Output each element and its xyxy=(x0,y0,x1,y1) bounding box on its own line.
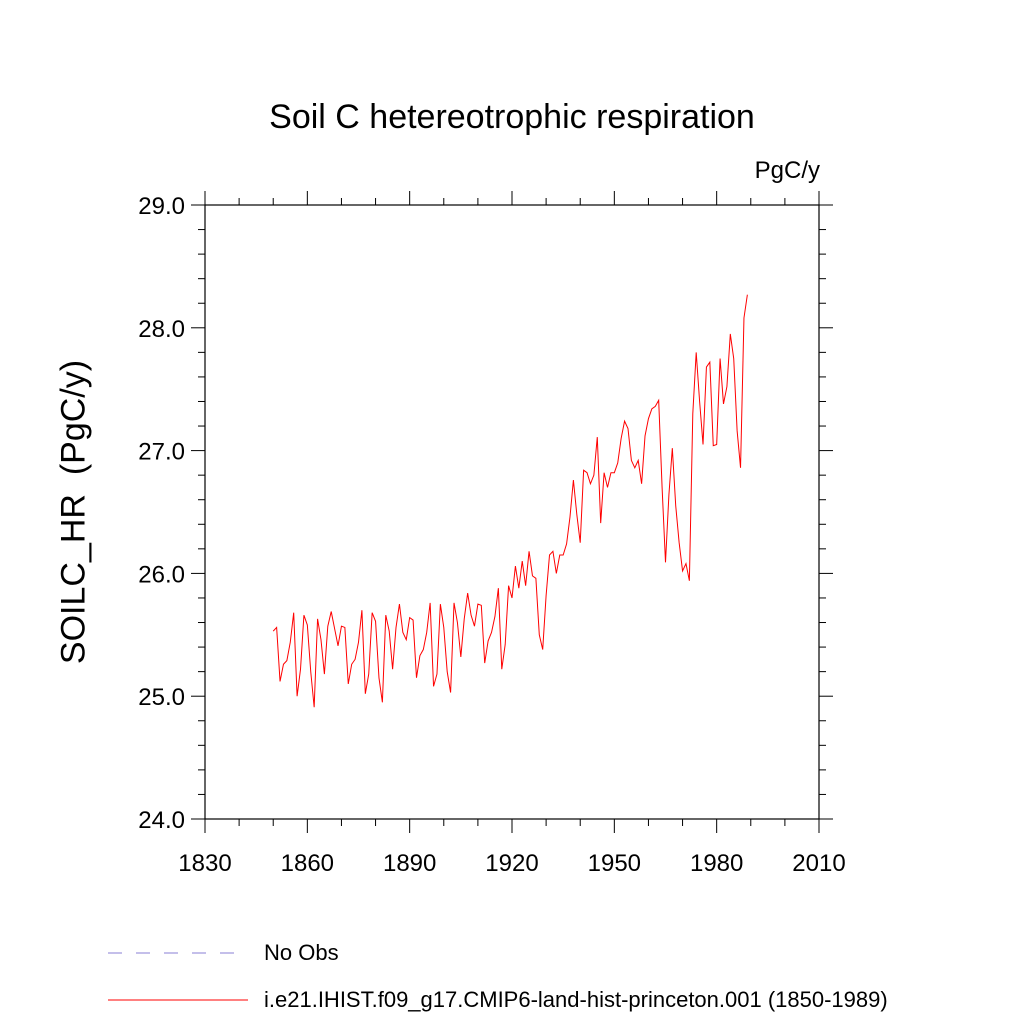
x-tick-label: 1950 xyxy=(588,850,641,877)
y-tick-label: 28.0 xyxy=(138,316,185,343)
units-label: PgC/y xyxy=(754,157,820,184)
legend-item-model-run: i.e21.IHIST.f09_g17.CMIP6-land-hist-prin… xyxy=(108,985,1008,1015)
chart-title: Soil C hetereotrophic respiration xyxy=(269,98,755,136)
x-tick-label: 1980 xyxy=(690,850,743,877)
y-tick-label: 24.0 xyxy=(138,807,185,834)
series-layer xyxy=(272,294,748,708)
x-tick-label: 2010 xyxy=(792,850,845,877)
legend-label-model-run: i.e21.IHIST.f09_g17.CMIP6-land-hist-prin… xyxy=(264,987,888,1012)
x-tick-label: 1830 xyxy=(178,850,231,877)
y-tick-label: 29.0 xyxy=(138,193,185,220)
y-tick-label: 25.0 xyxy=(138,684,185,711)
y-tick-label: 26.0 xyxy=(138,561,185,588)
y-tick-label: 27.0 xyxy=(138,439,185,466)
x-tick-label: 1860 xyxy=(281,850,334,877)
x-tick-label: 1890 xyxy=(383,850,436,877)
legend-item-no-obs: No Obs xyxy=(108,938,1008,968)
legend-swatch-dashed xyxy=(108,952,246,954)
plot-frame xyxy=(204,204,820,820)
x-tick-label: 1920 xyxy=(485,850,538,877)
y-axis-label: SOILC_HR (PgC/y) xyxy=(54,359,93,665)
series-line-model-run xyxy=(272,294,748,708)
axis-tick-labels: 1830 1860 1890 1920 1950 1980 2010 24.0 25.0 26.0… xyxy=(138,193,845,877)
legend-label-no-obs: No Obs xyxy=(264,940,339,965)
legend-swatch-solid xyxy=(108,999,248,1001)
axis-ticks xyxy=(191,191,833,833)
